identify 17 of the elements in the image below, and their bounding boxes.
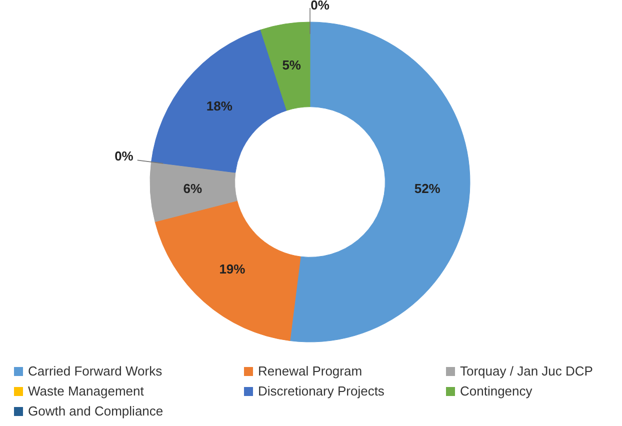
legend-label: Carried Forward Works: [28, 363, 163, 378]
data-label: 18%: [206, 98, 233, 114]
legend-label: Contingency: [460, 383, 533, 398]
legend-label: Discretionary Projects: [258, 383, 385, 398]
text: 0%: [310, 0, 330, 12]
data-label: 5%: [282, 57, 302, 72]
legend-label: Renewal Program: [258, 363, 362, 378]
legend-label: Gowth and Compliance: [28, 403, 164, 418]
legend-label: Waste Management: [28, 383, 144, 398]
donut-slice: [154, 200, 301, 341]
donut-slice: [260, 22, 310, 111]
donut-slice: [150, 162, 238, 222]
data-label: 52%: [414, 180, 441, 196]
text: 0%: [114, 148, 134, 164]
legend-label: Torquay / Jan Juc DCP: [460, 363, 593, 378]
data-label: 19%: [219, 262, 246, 277]
data-label: 6%: [183, 180, 202, 196]
